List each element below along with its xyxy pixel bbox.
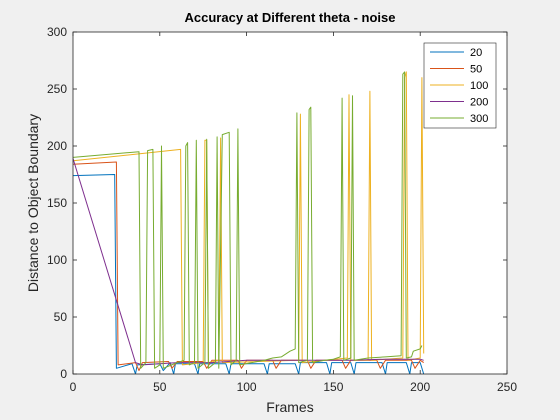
legend-label: 200 [470, 97, 488, 109]
x-tick-label: 250 [497, 380, 517, 394]
y-tick-label: 250 [47, 82, 67, 96]
x-tick-label: 50 [153, 380, 167, 394]
x-tick-label: 100 [237, 380, 257, 394]
y-tick-label: 100 [47, 253, 67, 267]
y-tick-label: 300 [47, 25, 67, 39]
y-tick-label: 200 [47, 139, 67, 153]
x-tick-label: 0 [70, 380, 77, 394]
legend: 20 50 100 200 300 [423, 42, 497, 129]
x-axis-label: Frames [266, 399, 313, 415]
legend-label: 300 [470, 113, 488, 125]
legend-label: 50 [470, 64, 482, 76]
series-line-300 [73, 71, 423, 369]
x-tick-label: 200 [410, 380, 430, 394]
legend-label: 100 [470, 80, 488, 92]
x-tick-label: 150 [323, 380, 343, 394]
y-tick-label: 0 [60, 367, 67, 381]
y-tick-label: 150 [47, 196, 67, 210]
chart-title: Accuracy at Different theta - noise [185, 10, 396, 25]
legend-label: 20 [470, 47, 482, 59]
y-axis-label: Distance to Object Boundary [25, 114, 41, 292]
y-tick-label: 50 [54, 310, 68, 324]
